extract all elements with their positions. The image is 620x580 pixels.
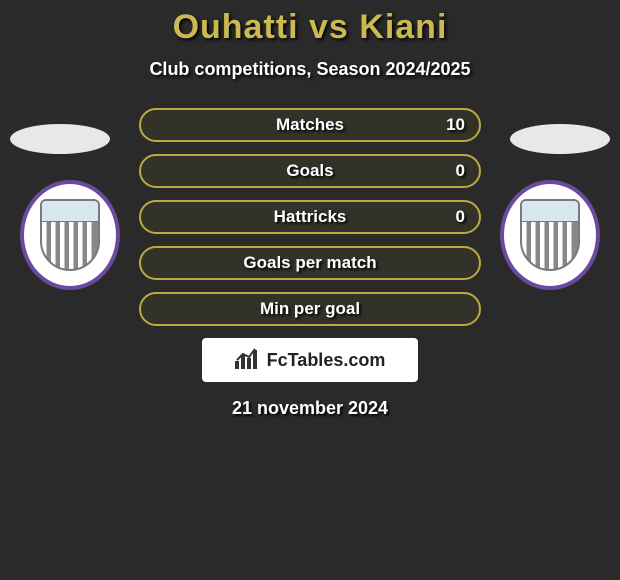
page-subtitle: Club competitions, Season 2024/2025 — [0, 59, 620, 80]
stat-label: Min per goal — [260, 299, 360, 319]
stat-row: Matches 10 — [139, 108, 481, 142]
brand-text: FcTables.com — [267, 350, 386, 371]
stat-row: Goals 0 — [139, 154, 481, 188]
page-title: Ouhatti vs Kiani — [0, 8, 620, 47]
infographic-root: Ouhatti vs Kiani Club competitions, Seas… — [0, 0, 620, 580]
stat-row: Min per goal — [139, 292, 481, 326]
stats-list: Matches 10 Goals 0 Hattricks 0 Goals per… — [139, 108, 481, 326]
club-shield-icon — [520, 199, 580, 271]
stat-row: Goals per match — [139, 246, 481, 280]
stat-label: Hattricks — [274, 207, 347, 227]
stat-label: Goals — [286, 161, 333, 181]
brand-logo: FcTables.com — [202, 338, 418, 382]
player-avatar-left — [10, 124, 110, 154]
club-shield-icon — [40, 199, 100, 271]
stat-value: 10 — [446, 115, 465, 135]
stat-value: 0 — [456, 207, 465, 227]
club-badge-right — [500, 180, 600, 290]
club-badge-left — [20, 180, 120, 290]
player-avatar-right — [510, 124, 610, 154]
bar-chart-icon — [235, 347, 261, 374]
stat-label: Matches — [276, 115, 344, 135]
stat-row: Hattricks 0 — [139, 200, 481, 234]
stat-value: 0 — [456, 161, 465, 181]
date-text: 21 november 2024 — [0, 398, 620, 419]
stat-label: Goals per match — [243, 253, 376, 273]
